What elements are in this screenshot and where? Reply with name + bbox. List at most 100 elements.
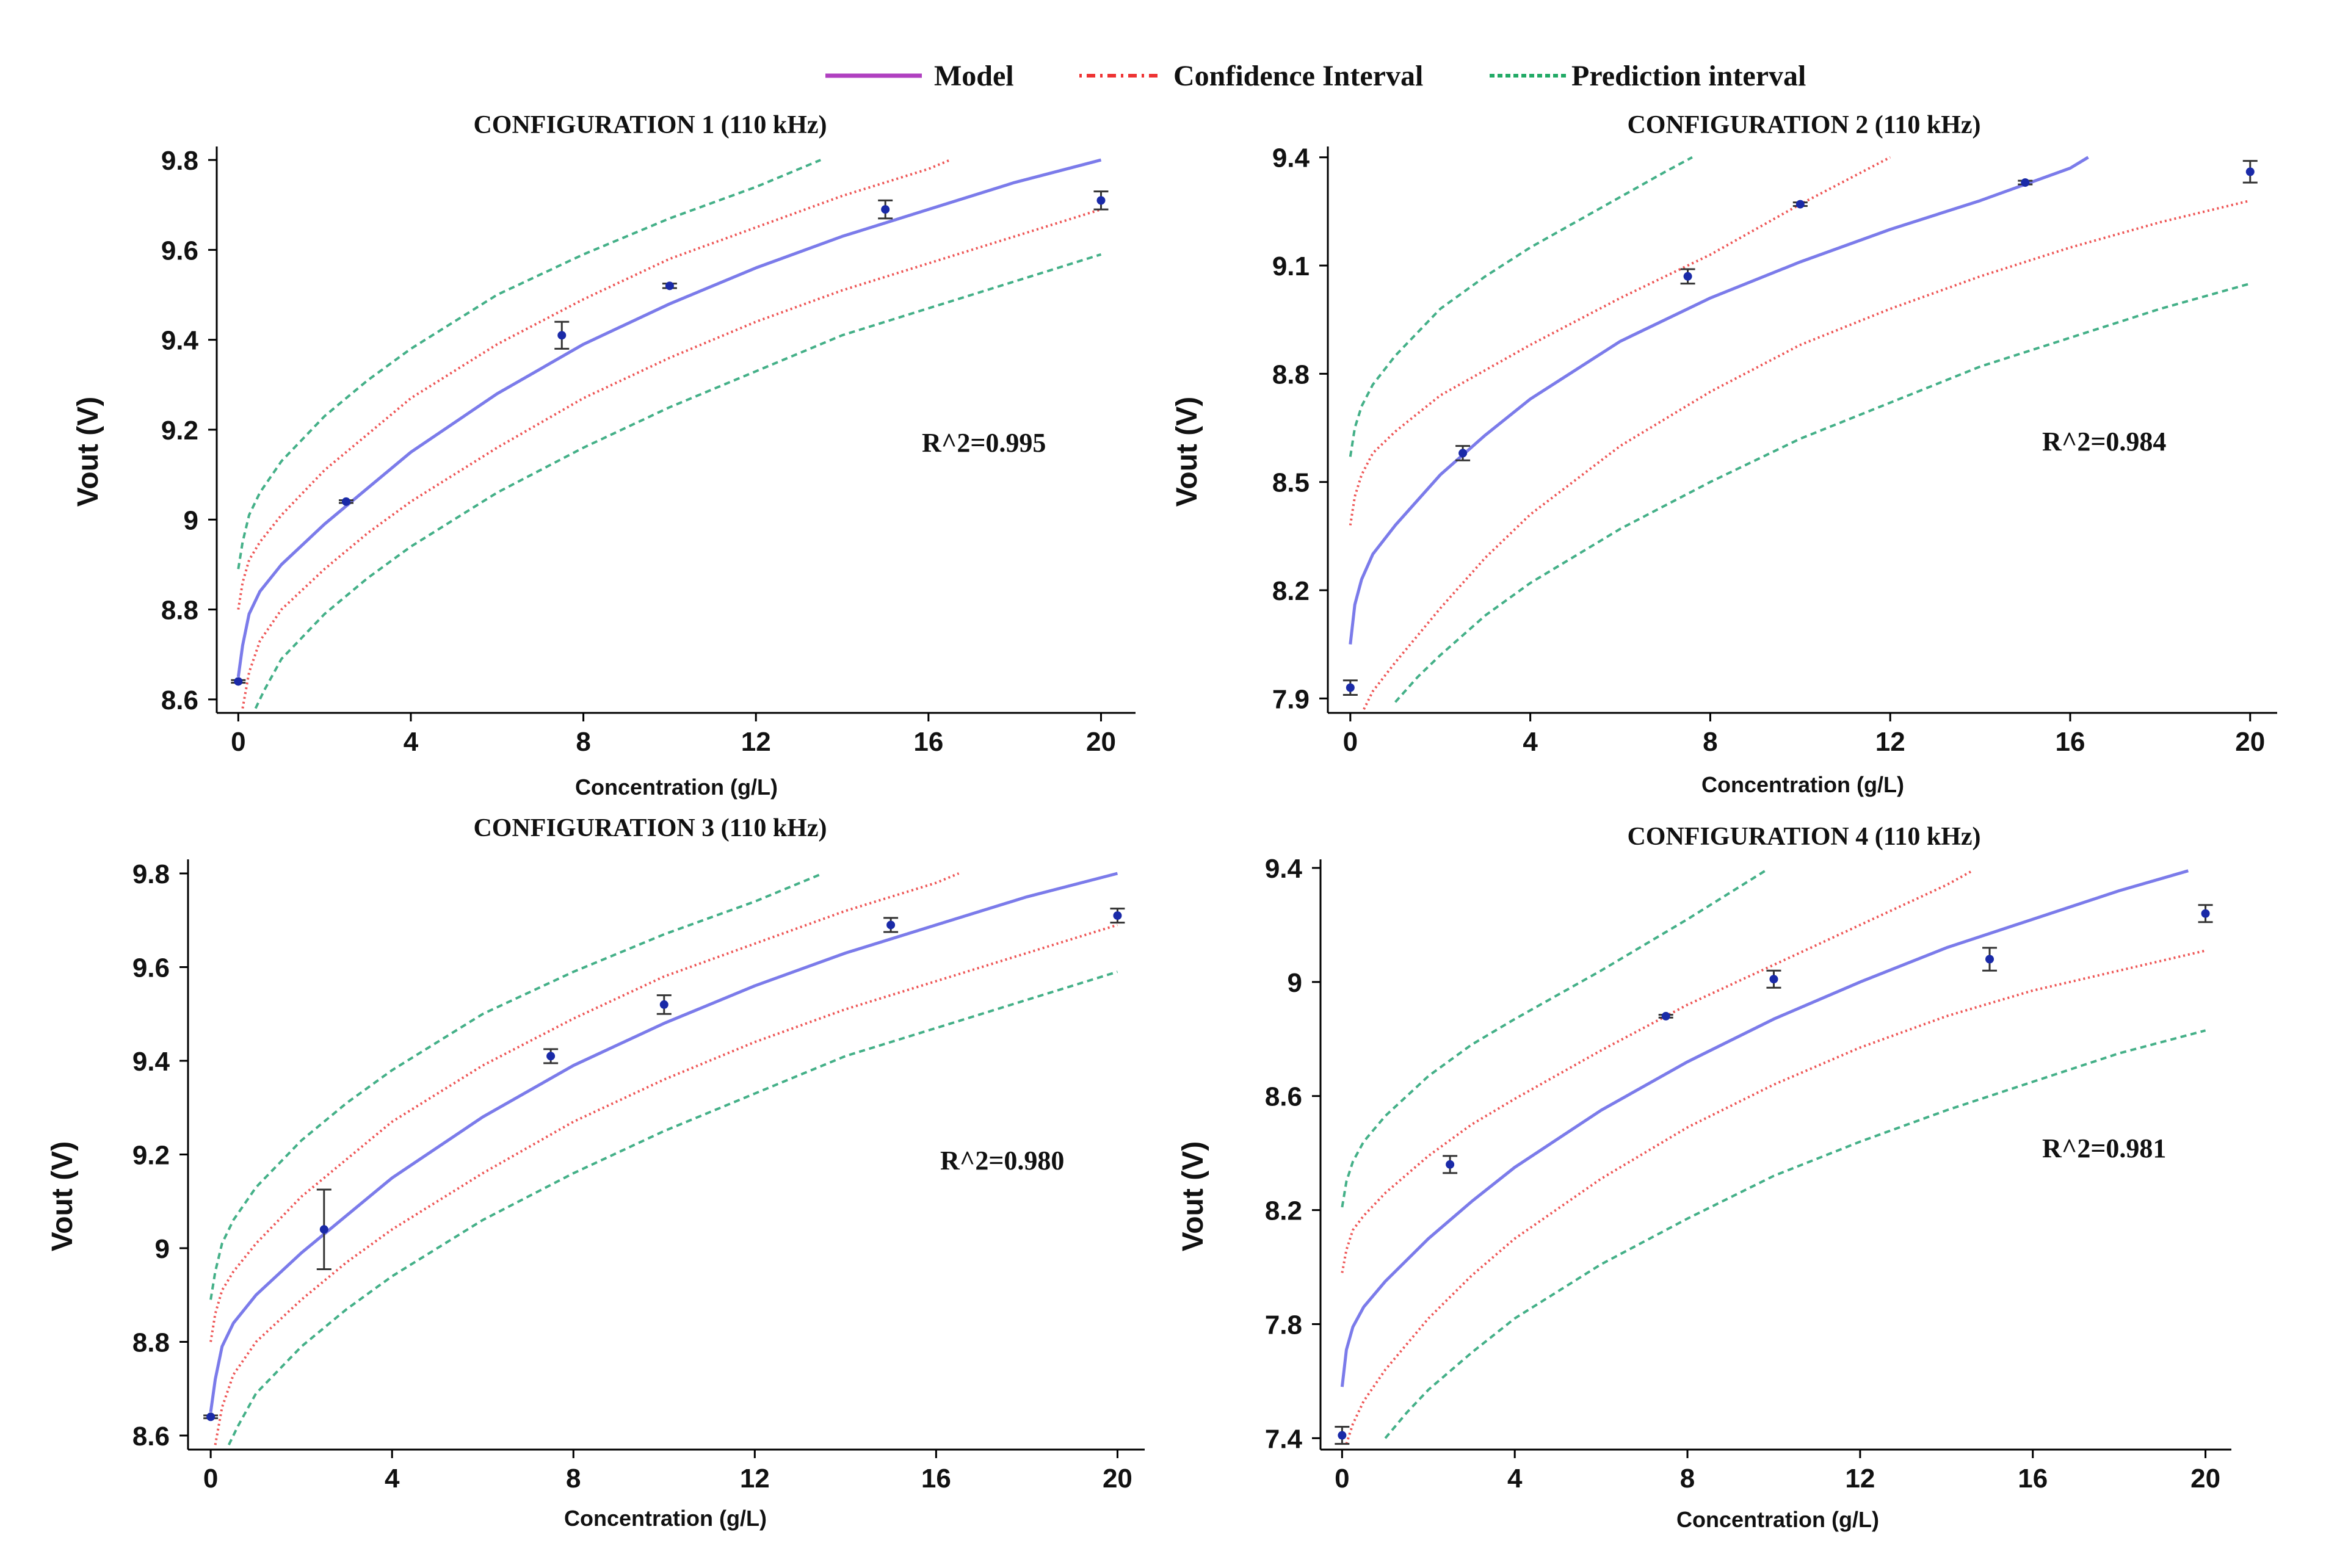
- x-tick-label: 8: [566, 1464, 581, 1494]
- y-tick-label: 8.6: [1265, 1082, 1302, 1112]
- y-tick-label: 9.6: [161, 236, 198, 266]
- y-axis-label: Vout (V): [46, 1141, 79, 1251]
- x-tick-label: 4: [1523, 727, 1538, 757]
- y-tick-label: 7.9: [1272, 684, 1310, 714]
- series-prediction-upper: [1349, 156, 1693, 457]
- data-point: [1661, 1011, 1670, 1021]
- y-tick-label: 8.8: [161, 596, 198, 626]
- x-tick-label: 20: [2235, 727, 2265, 757]
- data-point: [1683, 272, 1692, 281]
- series-prediction-upper: [237, 159, 821, 569]
- chart-panel-2: CONFIGURATION 2 (110 kHz) Vout (V) Conce…: [1171, 111, 2277, 797]
- series-model: [1340, 869, 2189, 1387]
- series-prediction-lower: [1384, 1029, 2206, 1439]
- data-point: [881, 205, 890, 214]
- legend: Model Confidence Interval Prediction int…: [825, 60, 1806, 92]
- series-confidence-upper: [237, 159, 951, 610]
- data-point: [546, 1052, 556, 1061]
- y-tick-label: 9: [155, 1234, 170, 1264]
- data-point: [1769, 975, 1778, 984]
- y-axis-label: Vout (V): [1177, 1141, 1209, 1251]
- legend-model-label: Model: [934, 60, 1014, 92]
- x-tick-label: 0: [203, 1464, 218, 1494]
- series-confidence-lower: [1363, 199, 2251, 710]
- y-tick-label: 9: [1288, 968, 1302, 998]
- series-confidence-lower: [1345, 949, 2206, 1445]
- data-point: [2245, 167, 2255, 176]
- x-tick-label: 0: [231, 727, 245, 757]
- y-tick-label: 9.1: [1272, 251, 1310, 281]
- chart-title: CONFIGURATION 4 (110 kHz): [1627, 823, 1980, 851]
- series-prediction-lower: [228, 970, 1118, 1446]
- y-axis-label: Vout (V): [72, 397, 104, 507]
- chart-panel-1: CONFIGURATION 1 (110 kHz) Vout (V) Conce…: [72, 111, 1136, 800]
- data-point: [1338, 1431, 1347, 1440]
- x-tick-label: 4: [404, 727, 419, 757]
- data-point: [1985, 955, 1994, 964]
- data-point: [886, 920, 896, 930]
- r-squared-annotation: R^2=0.981: [2042, 1133, 2166, 1163]
- data-point: [319, 1225, 328, 1234]
- y-tick-label: 9.2: [132, 1141, 170, 1171]
- x-axis-label: Concentration (g/L): [1701, 772, 1904, 797]
- x-tick-label: 20: [2190, 1464, 2220, 1494]
- x-axis-label: Concentration (g/L): [1676, 1507, 1879, 1532]
- series-model: [209, 872, 1118, 1412]
- x-tick-label: 12: [741, 727, 771, 757]
- chart-panel-4: CONFIGURATION 4 (110 kHz) Vout (V) Conce…: [1177, 823, 2231, 1532]
- r-squared-annotation: R^2=0.980: [940, 1146, 1064, 1176]
- data-point: [659, 1000, 668, 1009]
- y-tick-label: 8.6: [161, 685, 198, 715]
- y-tick-label: 9: [184, 505, 198, 535]
- data-point: [2021, 178, 2030, 187]
- data-point: [665, 281, 674, 291]
- x-tick-label: 20: [1086, 727, 1116, 757]
- x-tick-label: 16: [2056, 727, 2085, 757]
- y-tick-label: 9.4: [132, 1047, 170, 1077]
- data-point: [1795, 200, 1805, 209]
- x-tick-label: 8: [1703, 727, 1717, 757]
- y-tick-label: 8.2: [1272, 576, 1310, 606]
- series-confidence-upper: [1349, 156, 1891, 526]
- data-point: [341, 497, 350, 506]
- x-tick-label: 16: [2018, 1464, 2048, 1494]
- y-tick-label: 7.8: [1265, 1310, 1302, 1340]
- legend-prediction-label: Prediction interval: [1571, 60, 1806, 92]
- y-axis-label: Vout (V): [1171, 397, 1203, 507]
- x-tick-label: 16: [913, 727, 943, 757]
- data-point: [1458, 449, 1468, 458]
- series-prediction-lower: [254, 253, 1102, 709]
- series-prediction-lower: [1394, 282, 2251, 703]
- x-tick-label: 12: [1875, 727, 1905, 757]
- chart-title: CONFIGURATION 1 (110 kHz): [473, 111, 827, 139]
- data-point: [557, 331, 567, 340]
- chart-title: CONFIGURATION 2 (110 kHz): [1627, 111, 1980, 139]
- y-tick-label: 9.2: [161, 416, 198, 446]
- series-prediction-upper: [209, 872, 824, 1300]
- y-tick-label: 7.4: [1265, 1424, 1303, 1454]
- legend-confidence-label: Confidence Interval: [1173, 60, 1423, 92]
- y-tick-label: 9.4: [1272, 143, 1310, 173]
- series-confidence-upper: [209, 872, 960, 1342]
- series-confidence-lower: [214, 923, 1118, 1445]
- series-model: [236, 158, 1102, 677]
- x-tick-label: 8: [1680, 1464, 1695, 1494]
- y-tick-label: 8.6: [132, 1422, 170, 1451]
- x-tick-label: 12: [740, 1464, 770, 1494]
- y-tick-label: 9.8: [132, 859, 170, 889]
- series-model: [1349, 156, 2089, 645]
- data-point: [1113, 911, 1122, 920]
- r-squared-annotation: R^2=0.995: [922, 428, 1046, 458]
- y-tick-label: 8.8: [132, 1328, 170, 1357]
- data-point: [1446, 1160, 1455, 1169]
- x-tick-label: 12: [1845, 1464, 1875, 1494]
- x-tick-label: 4: [385, 1464, 400, 1494]
- chart-panel-3: CONFIGURATION 3 (110 kHz) Vout (V) Conce…: [46, 814, 1145, 1531]
- y-tick-label: 9.4: [1265, 854, 1303, 884]
- series-confidence-upper: [1341, 869, 1973, 1273]
- y-tick-label: 8.8: [1272, 359, 1310, 389]
- y-tick-label: 9.6: [132, 953, 170, 983]
- x-tick-label: 8: [576, 727, 590, 757]
- data-point: [206, 1412, 216, 1422]
